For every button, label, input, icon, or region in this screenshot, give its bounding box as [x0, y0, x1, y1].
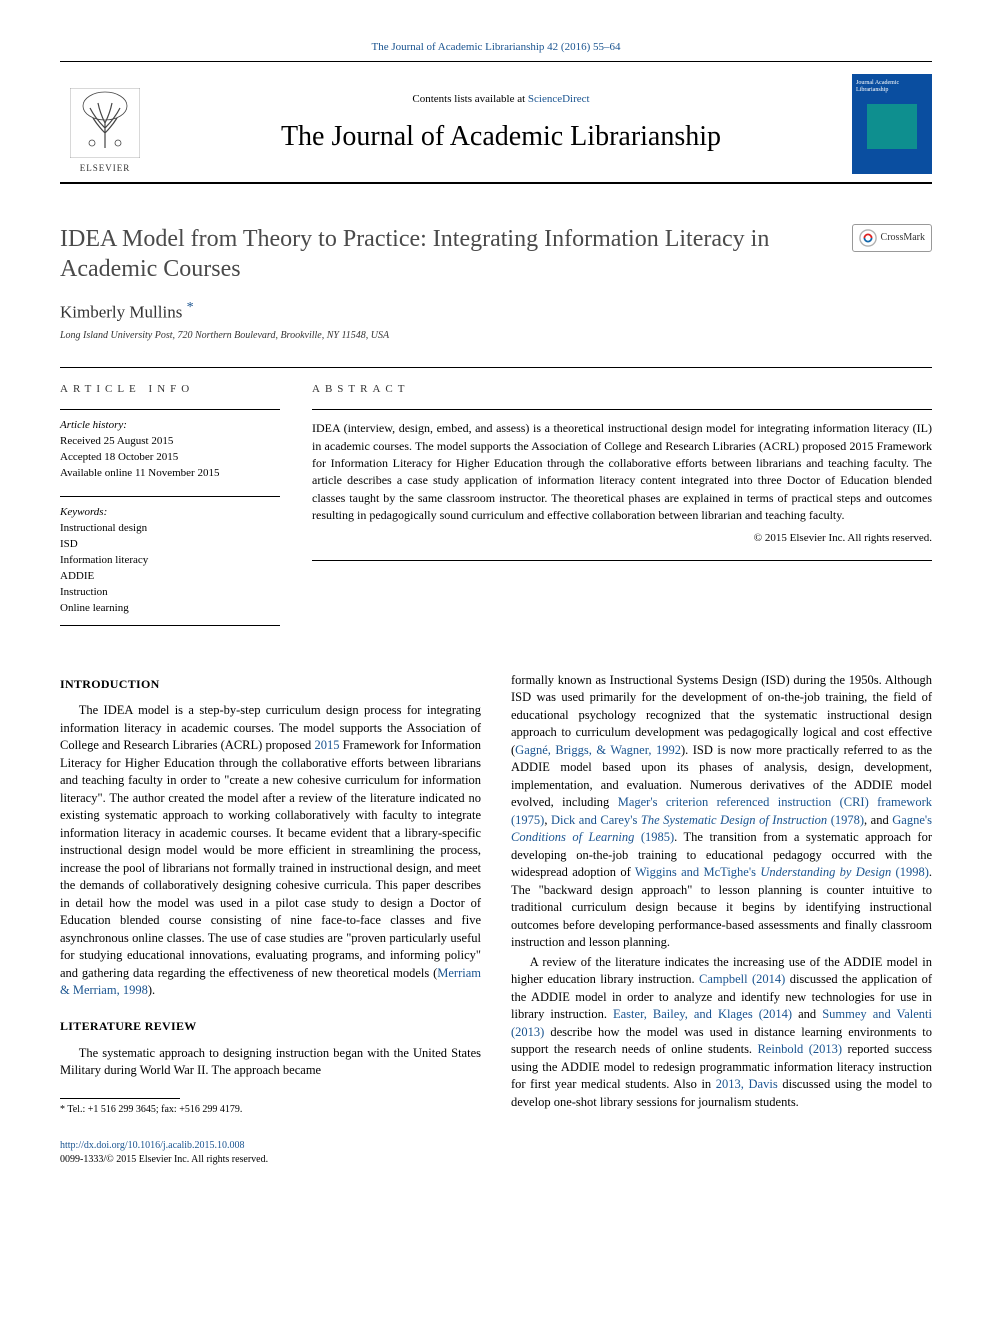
abstract-divider: [312, 560, 932, 561]
keyword: Online learning: [60, 601, 280, 617]
elsevier-tree-icon: [70, 88, 140, 158]
cite-link[interactable]: Dick and Carey's The Systematic Design o…: [551, 813, 864, 827]
keyword: Information literacy: [60, 553, 280, 569]
intro-heading: INTRODUCTION: [60, 676, 481, 693]
lit-paragraph-3: A review of the literature indicates the…: [511, 954, 932, 1112]
history-accepted: Accepted 18 October 2015: [60, 450, 280, 466]
cite-link[interactable]: Campbell (2014): [699, 972, 785, 986]
citation-text: The Journal of Academic Librarianship 42…: [372, 41, 621, 53]
crossmark-badge[interactable]: CrossMark: [852, 224, 932, 252]
masthead-center: Contents lists available at ScienceDirec…: [150, 92, 852, 157]
history-label: Article history:: [60, 418, 280, 434]
article-head: IDEA Model from Theory to Practice: Inte…: [60, 224, 932, 284]
cite-link[interactable]: Wiggins and McTighe's Understanding by D…: [635, 865, 929, 879]
abstract-copyright: © 2015 Elsevier Inc. All rights reserved…: [312, 531, 932, 546]
doi-link[interactable]: http://dx.doi.org/10.1016/j.acalib.2015.…: [60, 1139, 932, 1153]
abstract-col: abstract IDEA (interview, design, embed,…: [312, 368, 932, 640]
footnote-text: Tel.: +1 516 299 3645; fax: +516 299 417…: [65, 1104, 242, 1115]
author-name: Kimberly Mullins: [60, 303, 182, 322]
cite-link[interactable]: 2013, Davis: [716, 1077, 778, 1091]
cover-title: Journal Academic Librarianship: [856, 80, 928, 93]
keyword: Instruction: [60, 585, 280, 601]
crossmark-label: CrossMark: [881, 231, 925, 245]
corr-footnote: * Tel.: +1 516 299 3645; fax: +516 299 4…: [60, 1103, 481, 1117]
cite-link[interactable]: Easter, Bailey, and Klages (2014): [613, 1007, 792, 1021]
masthead: ELSEVIER Contents lists available at Sci…: [60, 61, 932, 184]
cite-link[interactable]: Gagné, Briggs, & Wagner, 1992: [515, 743, 681, 757]
elsevier-label: ELSEVIER: [80, 162, 131, 175]
abstract-body: IDEA (interview, design, embed, and asse…: [312, 409, 932, 546]
keywords-block: Keywords: Instructional design ISD Infor…: [60, 496, 280, 626]
lit-paragraph-1: The systematic approach to designing ins…: [60, 1045, 481, 1080]
running-head: The Journal of Academic Librarianship 42…: [60, 40, 932, 55]
abstract-text: IDEA (interview, design, embed, and asse…: [312, 420, 932, 524]
author-line: Kimberly Mullins *: [60, 298, 932, 324]
article-info-col: article info Article history: Received 2…: [60, 368, 280, 640]
history-online: Available online 11 November 2015: [60, 466, 280, 482]
keyword: Instructional design: [60, 521, 280, 537]
lit-review-heading: LITERATURE REVIEW: [60, 1018, 481, 1035]
keywords-label: Keywords:: [60, 505, 280, 521]
lit-paragraph-2: formally known as Instructional Systems …: [511, 672, 932, 952]
corr-marker[interactable]: *: [187, 300, 194, 315]
journal-cover-thumb: Journal Academic Librarianship: [852, 74, 932, 174]
contents-prefix: Contents lists available at: [412, 93, 527, 105]
article-title: IDEA Model from Theory to Practice: Inte…: [60, 224, 780, 284]
journal-title: The Journal of Academic Librarianship: [150, 117, 852, 156]
page-footer: http://dx.doi.org/10.1016/j.acalib.2015.…: [60, 1139, 932, 1167]
cite-link[interactable]: Reinbold (2013): [757, 1042, 842, 1056]
article-info-label: article info: [60, 382, 280, 397]
keyword: ISD: [60, 537, 280, 553]
affiliation: Long Island University Post, 720 Norther…: [60, 329, 932, 343]
meta-abstract-row: article info Article history: Received 2…: [60, 367, 932, 640]
article-history: Article history: Received 25 August 2015…: [60, 409, 280, 482]
elsevier-logo: ELSEVIER: [60, 74, 150, 174]
contents-line: Contents lists available at ScienceDirec…: [150, 92, 852, 107]
footnote-rule: [60, 1098, 180, 1099]
history-received: Received 25 August 2015: [60, 434, 280, 450]
issn-copyright: 0099-1333/© 2015 Elsevier Inc. All right…: [60, 1153, 932, 1167]
cite-link[interactable]: 2015: [315, 738, 340, 752]
cover-graphic: [867, 104, 917, 149]
intro-paragraph: The IDEA model is a step-by-step curricu…: [60, 702, 481, 1000]
sciencedirect-link[interactable]: ScienceDirect: [528, 93, 590, 105]
abstract-label: abstract: [312, 382, 932, 397]
keyword: ADDIE: [60, 569, 280, 585]
crossmark-icon: [859, 229, 877, 247]
body-columns: INTRODUCTION The IDEA model is a step-by…: [60, 672, 932, 1117]
